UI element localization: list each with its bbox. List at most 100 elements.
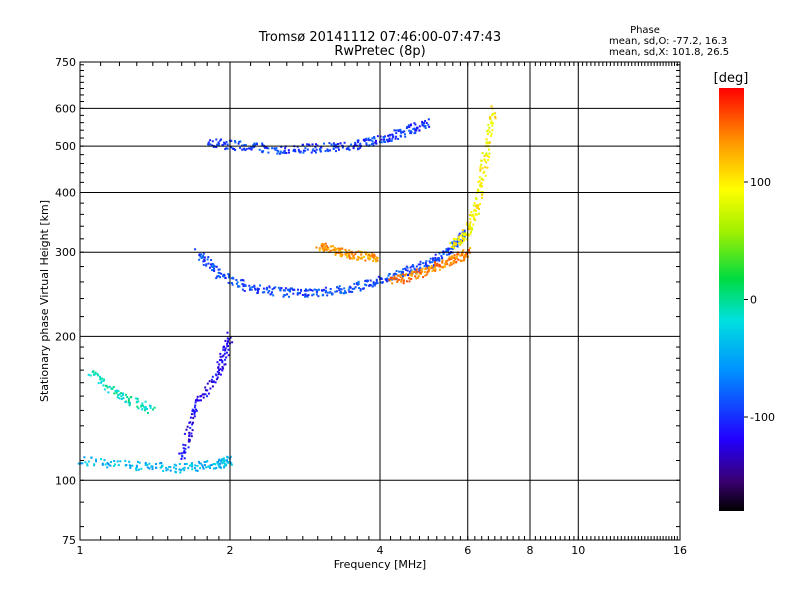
echo-point (111, 387, 114, 390)
echo-point (312, 293, 315, 296)
echo-point (216, 143, 219, 146)
echo-point (388, 137, 391, 140)
echo-point (124, 393, 127, 396)
echo-point (381, 281, 384, 283)
echo-point (217, 271, 220, 274)
echo-point (97, 374, 100, 377)
echo-point (375, 139, 377, 142)
trace-6 (178, 331, 234, 460)
echo-point (415, 277, 418, 280)
echo-point (81, 462, 84, 465)
echo-point (438, 252, 441, 255)
echo-point (444, 250, 447, 253)
echo-point (203, 393, 206, 396)
echo-point (239, 146, 242, 149)
echo-point (365, 252, 368, 255)
echo-point (287, 288, 290, 291)
echo-point (315, 246, 318, 249)
echo-point (418, 270, 421, 273)
echo-point (373, 257, 376, 260)
echo-point (217, 141, 220, 144)
echo-point (124, 459, 127, 462)
echo-point (190, 435, 193, 438)
echo-point (332, 148, 335, 150)
echo-point (429, 267, 432, 270)
echo-point (457, 235, 460, 238)
echo-point (207, 143, 210, 146)
echo-point (149, 406, 152, 409)
echo-point (226, 459, 228, 462)
echo-point (257, 289, 259, 292)
echo-point (238, 285, 241, 288)
echo-point (329, 288, 332, 290)
echo-point (279, 150, 282, 153)
echo-point (241, 288, 244, 291)
echo-point (325, 248, 328, 251)
echo-point (400, 130, 403, 133)
echo-point (135, 464, 138, 467)
echo-point (490, 105, 493, 108)
echo-point (394, 277, 397, 280)
echo-point (364, 139, 367, 141)
echo-point (427, 266, 430, 269)
echo-point (218, 371, 221, 374)
echo-point (222, 460, 225, 463)
echo-point (458, 232, 461, 235)
echo-point (211, 140, 214, 143)
echo-point (222, 457, 225, 460)
y-tick-labels: 75 100 200 300 400 500 600 750 (55, 56, 76, 547)
echo-point (485, 152, 488, 155)
echo-point (462, 236, 464, 239)
echo-point (407, 125, 409, 128)
echo-point (485, 154, 488, 156)
echo-point (93, 464, 96, 467)
echo-point (323, 244, 326, 247)
echo-point (169, 469, 172, 472)
echo-point (202, 254, 204, 257)
echo-point (405, 273, 408, 276)
echo-point (272, 294, 275, 297)
echo-point (212, 146, 215, 148)
echo-point (338, 249, 341, 252)
echo-point (307, 294, 310, 296)
echo-point (245, 147, 248, 150)
echo-point (397, 129, 400, 132)
echo-point (227, 345, 230, 348)
echo-point (108, 385, 111, 388)
echo-point (220, 138, 223, 141)
echo-point (207, 256, 210, 259)
echo-point (144, 406, 147, 408)
echo-point (304, 149, 307, 152)
echo-point (413, 122, 416, 125)
echo-point (145, 408, 148, 410)
echo-point (182, 443, 185, 446)
echo-point (191, 465, 194, 468)
echo-point (303, 289, 306, 292)
echo-point (423, 271, 426, 273)
echo-point (304, 147, 307, 150)
echo-point (419, 266, 422, 269)
echo-point (377, 275, 380, 278)
echo-point (146, 466, 149, 469)
colorbar-tick-label: 100 (750, 176, 771, 189)
echo-point (461, 254, 464, 257)
echo-point (207, 141, 210, 144)
echo-point (348, 254, 351, 257)
echo-point (364, 280, 367, 282)
echo-point (155, 463, 157, 465)
echo-point (441, 260, 444, 263)
echo-point (315, 293, 318, 296)
echo-point (220, 459, 223, 462)
echo-point (235, 282, 238, 285)
echo-point (159, 466, 162, 469)
echo-point (187, 446, 190, 449)
echo-point (471, 214, 474, 217)
echo-point (340, 288, 343, 291)
echo-point (371, 143, 373, 146)
echo-point (102, 384, 105, 387)
echo-point (440, 255, 443, 257)
echo-point (297, 288, 299, 291)
echo-point (217, 142, 220, 145)
echo-point (398, 270, 401, 273)
colorbar-ticks: 100 0 -100 (744, 176, 775, 424)
